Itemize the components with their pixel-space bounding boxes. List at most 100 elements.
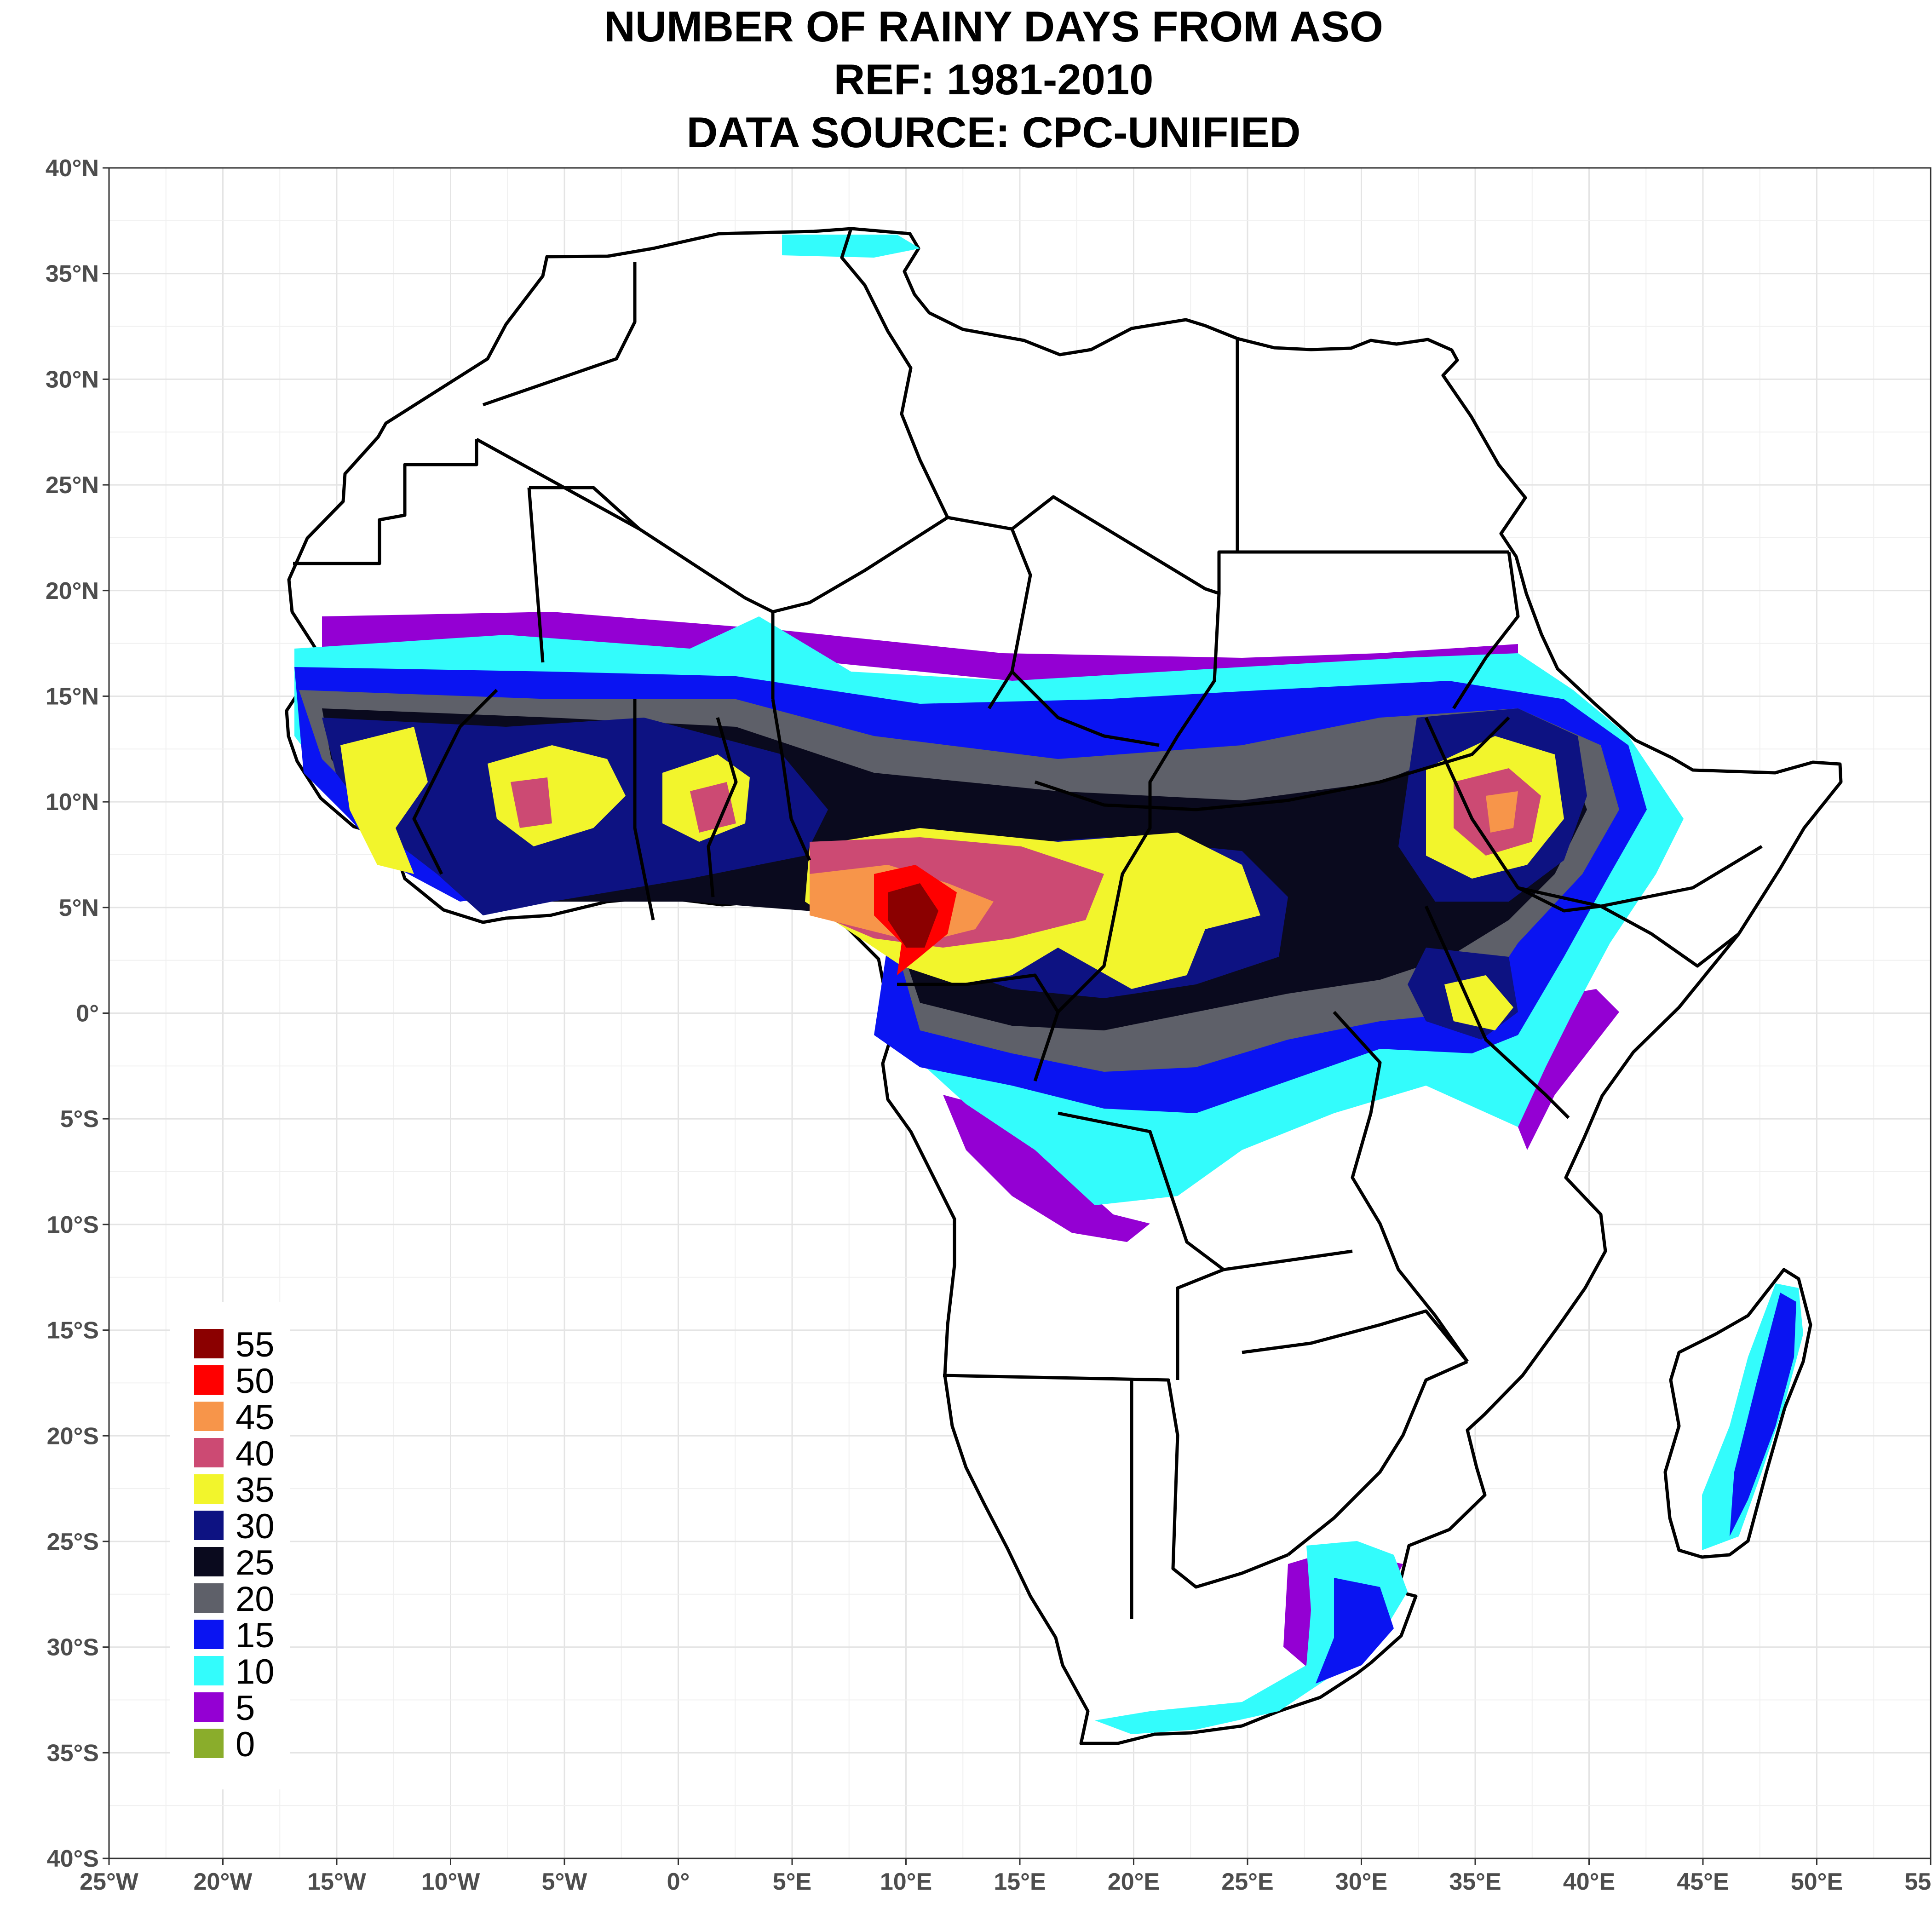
y-tick-label: 30°S bbox=[47, 1634, 99, 1661]
x-tick-label: 15°E bbox=[994, 1869, 1046, 1895]
legend-swatch bbox=[194, 1365, 224, 1395]
contour-region-10 bbox=[782, 235, 920, 258]
x-tick-label: 0° bbox=[667, 1869, 690, 1895]
map-title-line-1: NUMBER OF RAINY DAYS FROM ASO bbox=[604, 2, 1383, 51]
legend-swatch bbox=[194, 1511, 224, 1540]
legend-label: 0 bbox=[236, 1725, 255, 1764]
x-tick-label: 5°E bbox=[773, 1869, 811, 1895]
y-tick-label: 20°N bbox=[46, 578, 99, 604]
legend-swatch bbox=[194, 1583, 224, 1613]
y-tick-label: 20°S bbox=[47, 1423, 99, 1449]
border-line bbox=[1287, 1360, 1468, 1556]
y-tick-label: 40°S bbox=[47, 1846, 99, 1872]
border-line bbox=[1333, 1011, 1469, 1363]
legend-label: 15 bbox=[236, 1616, 275, 1655]
legend-label: 45 bbox=[236, 1398, 275, 1437]
border-line bbox=[527, 487, 545, 663]
map-title-line-3: DATA SOURCE: CPC-UNIFIED bbox=[686, 108, 1300, 156]
y-tick-label: 30°N bbox=[46, 366, 99, 393]
x-tick-label: 30°E bbox=[1335, 1869, 1387, 1895]
y-tick-label: 35°N bbox=[46, 261, 99, 288]
legend-swatch bbox=[194, 1620, 224, 1649]
x-tick-label: 55°E bbox=[1904, 1869, 1932, 1895]
y-tick-label: 15°S bbox=[47, 1317, 99, 1344]
map-title-line-2: REF: 1981-2010 bbox=[834, 55, 1154, 104]
border-line bbox=[1600, 904, 1740, 968]
border-line bbox=[1452, 552, 1520, 709]
border-line bbox=[1011, 670, 1160, 747]
rainfall-contour-regions bbox=[294, 235, 1803, 1734]
legend-label: 10 bbox=[236, 1652, 275, 1691]
legend-label: 50 bbox=[236, 1362, 275, 1401]
border-line bbox=[1517, 886, 1601, 913]
x-axis-longitude: 25°W 20°W 15°W 10°W 5°W 0° 5°E 10°E 15°E 20°E 25°E… bbox=[80, 1858, 1932, 1895]
border-line bbox=[293, 439, 478, 565]
contour-region-55 bbox=[888, 883, 938, 948]
contour-region-40 bbox=[511, 777, 552, 828]
legend-background bbox=[170, 1302, 290, 1789]
legend-swatch bbox=[194, 1692, 224, 1722]
contour-region-40 bbox=[690, 782, 736, 833]
legend-swatch bbox=[194, 1656, 224, 1685]
border-line bbox=[1034, 716, 1510, 811]
border-line bbox=[412, 689, 498, 875]
y-tick-label: 25°S bbox=[47, 1529, 99, 1555]
legend-swatch bbox=[194, 1729, 224, 1758]
legend-swatch bbox=[194, 1329, 224, 1358]
legend-label: 40 bbox=[236, 1434, 275, 1473]
y-tick-label: 25°N bbox=[46, 472, 99, 499]
y-tick-label: 35°S bbox=[47, 1740, 99, 1766]
legend-label: 30 bbox=[236, 1507, 275, 1546]
y-tick-label: 5°S bbox=[60, 1106, 99, 1133]
y-tick-label: 10°S bbox=[47, 1212, 99, 1238]
x-tick-label: 15°W bbox=[307, 1869, 367, 1895]
x-tick-label: 45°E bbox=[1677, 1869, 1729, 1895]
legend-swatch bbox=[194, 1438, 224, 1467]
border-line bbox=[529, 486, 641, 530]
border-line bbox=[1058, 1111, 1353, 1271]
legend-label: 5 bbox=[236, 1689, 255, 1728]
x-tick-label: 25°E bbox=[1221, 1869, 1273, 1895]
legend-label: 20 bbox=[236, 1580, 275, 1619]
x-tick-label: 35°E bbox=[1449, 1869, 1501, 1895]
legend-label: 55 bbox=[236, 1325, 275, 1364]
plot-panel bbox=[108, 167, 1932, 1859]
x-tick-label: 10°E bbox=[880, 1869, 932, 1895]
border-line bbox=[840, 228, 949, 518]
y-tick-label: 10°N bbox=[46, 789, 99, 816]
border-line bbox=[943, 1374, 1289, 1589]
y-tick-label: 40°N bbox=[46, 155, 99, 182]
contour-region-15 bbox=[1730, 1293, 1796, 1536]
country-borders bbox=[293, 228, 1763, 1619]
contour-region-5 bbox=[943, 1095, 1150, 1242]
y-axis-latitude: 40°N 35°N 30°N 25°N 20°N 15°N 10°N 5°N 0° 5°S 10°S… bbox=[46, 155, 109, 1872]
border-line bbox=[1033, 593, 1221, 1082]
x-tick-label: 25°W bbox=[80, 1869, 139, 1895]
border-line bbox=[707, 717, 738, 897]
border-line bbox=[482, 262, 637, 407]
contour-region-15 bbox=[1316, 1578, 1394, 1684]
contour-region-45 bbox=[1486, 791, 1518, 833]
legend-swatch bbox=[194, 1402, 224, 1431]
border-line bbox=[1242, 1309, 1469, 1363]
y-tick-label: 15°N bbox=[46, 683, 99, 710]
border-line bbox=[988, 528, 1032, 709]
legend-label: 25 bbox=[236, 1543, 275, 1582]
x-tick-label: 50°E bbox=[1791, 1869, 1843, 1895]
x-tick-label: 10°W bbox=[421, 1869, 481, 1895]
contour-region-10 bbox=[1095, 1541, 1408, 1734]
x-tick-label: 20°W bbox=[194, 1869, 253, 1895]
x-tick-label: 20°E bbox=[1108, 1869, 1160, 1895]
x-tick-label: 40°E bbox=[1563, 1869, 1615, 1895]
border-line bbox=[633, 699, 655, 920]
border-line bbox=[1424, 717, 1763, 908]
legend-swatch bbox=[194, 1547, 224, 1576]
y-tick-label: 5°N bbox=[59, 895, 99, 921]
border-line bbox=[771, 699, 811, 861]
border-line bbox=[897, 973, 1059, 1013]
legend-label: 35 bbox=[236, 1471, 275, 1510]
border-line bbox=[1176, 1268, 1225, 1380]
legend-swatch bbox=[194, 1474, 224, 1504]
